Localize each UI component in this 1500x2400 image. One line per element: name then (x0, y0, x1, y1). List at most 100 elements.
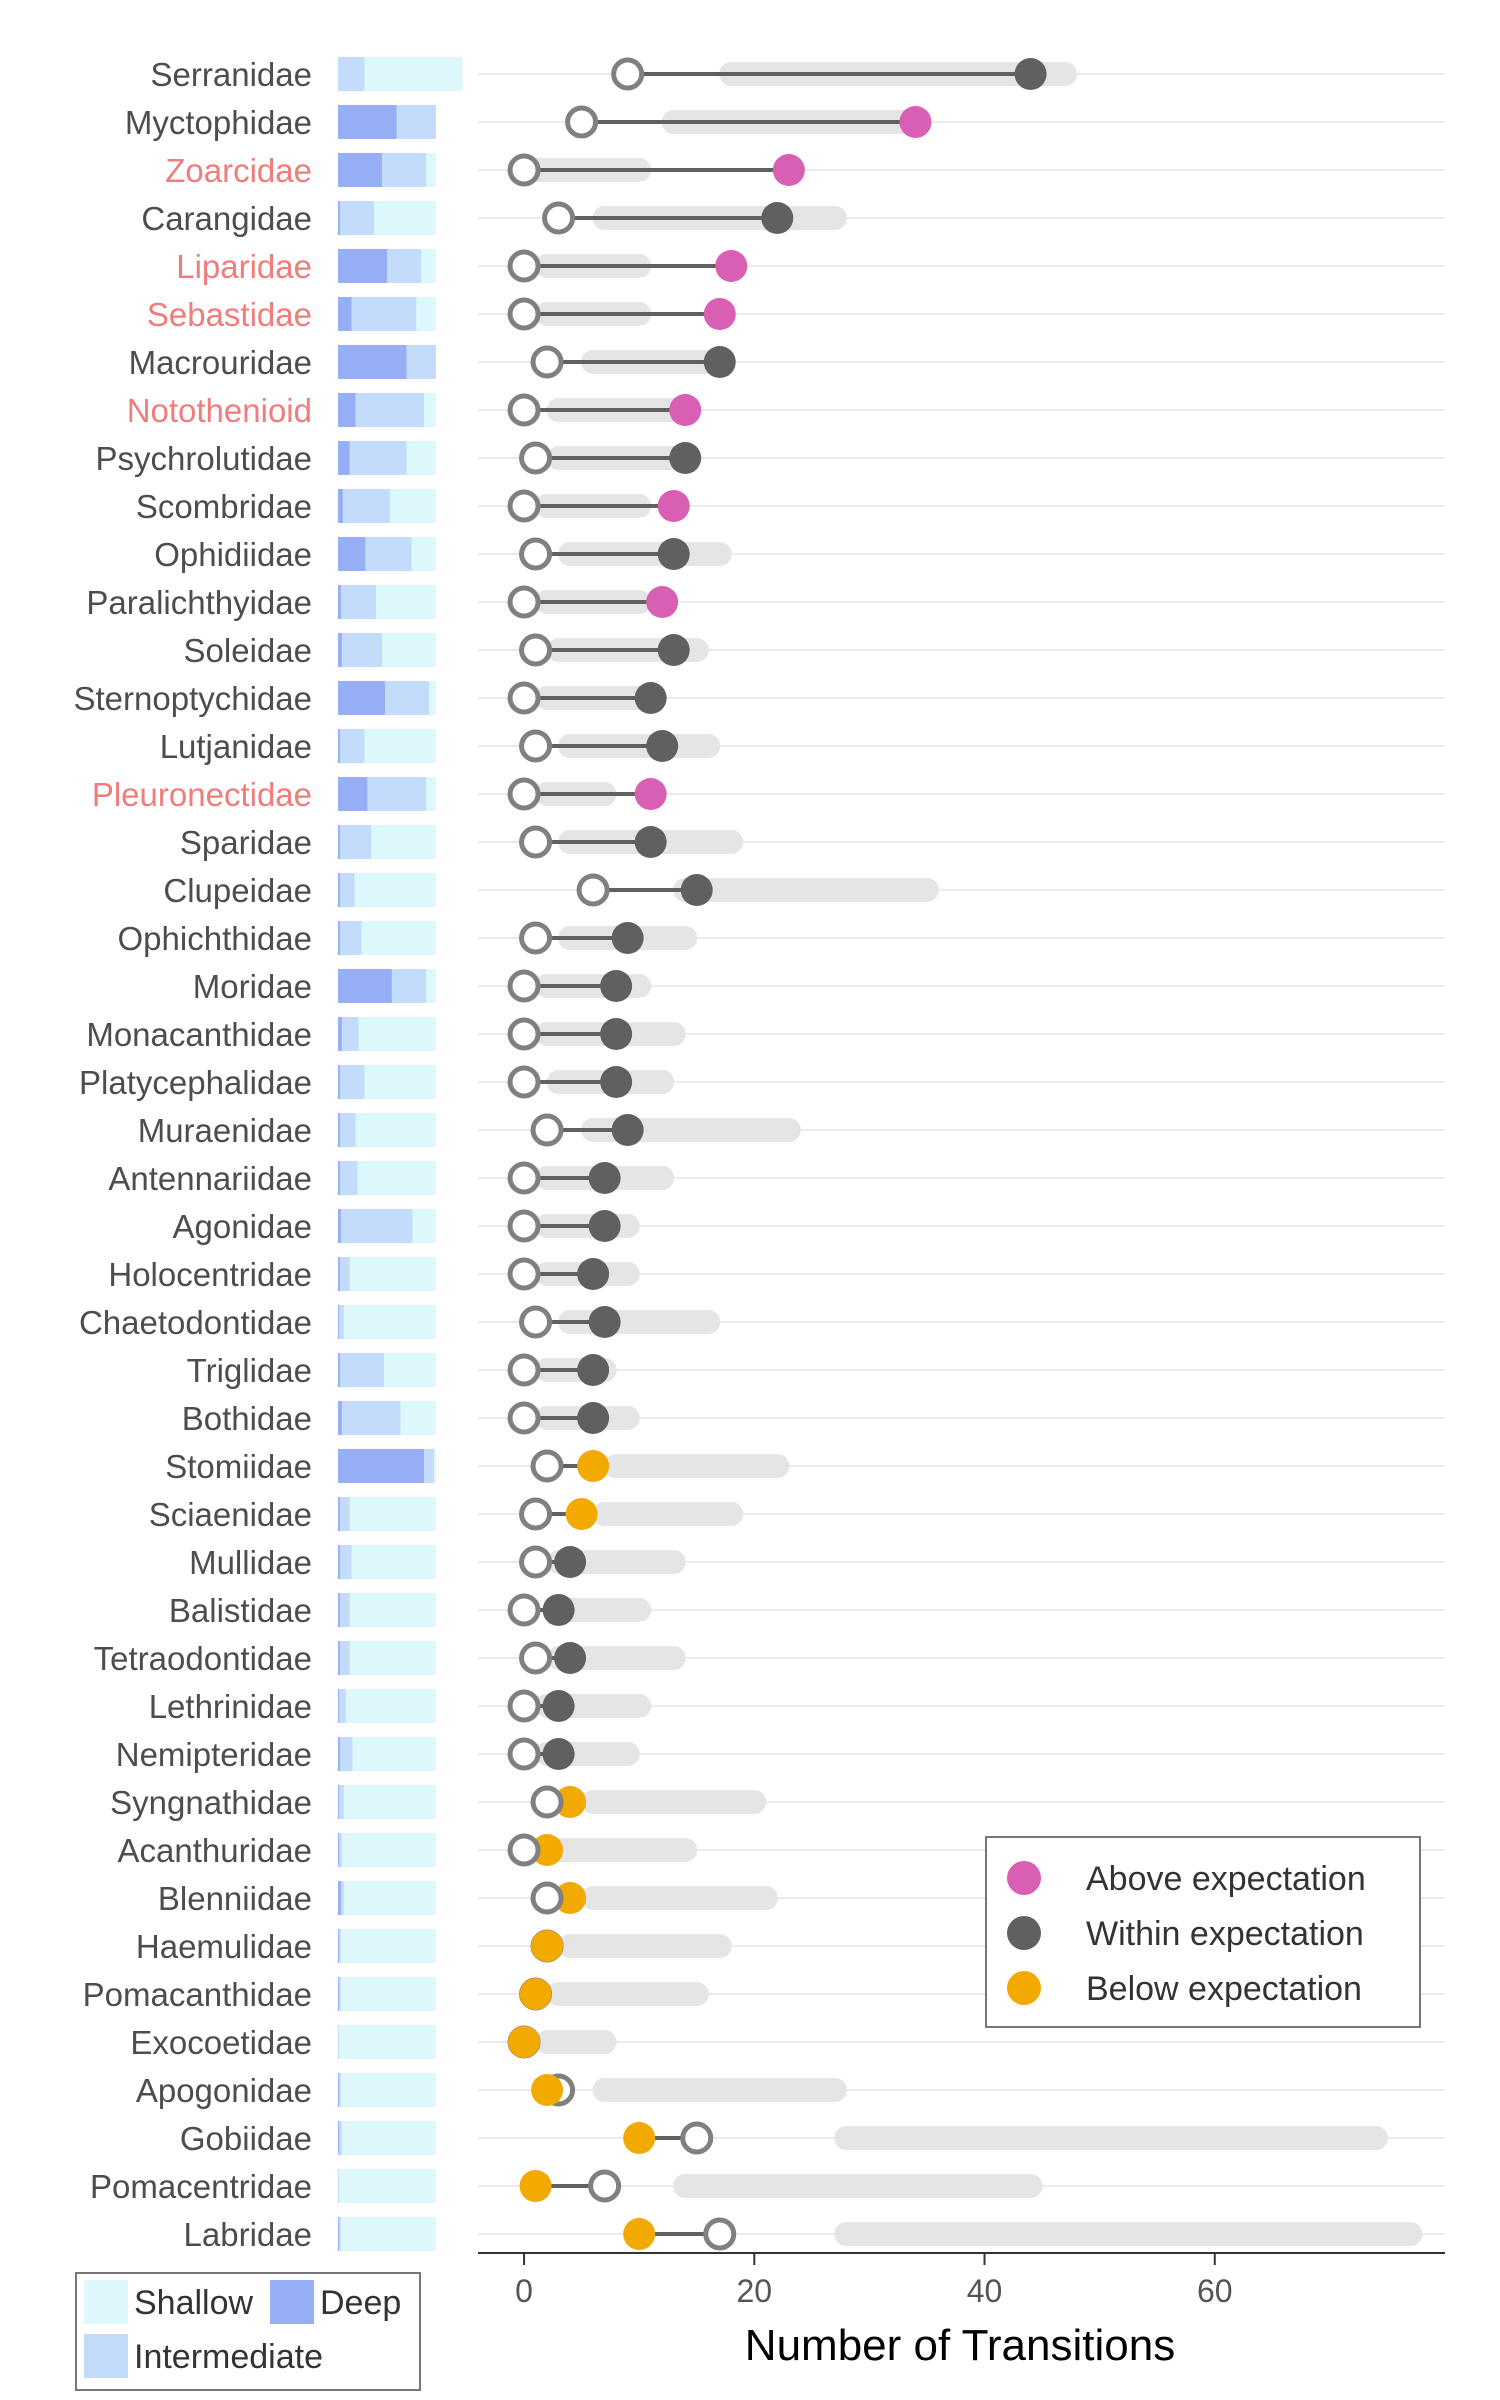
depth-intermediate-sebastidae (351, 297, 417, 331)
observed-point-ophidiidae (657, 538, 690, 570)
observed-point-syngnathidae (554, 1786, 587, 1818)
depth-intermediate-apogonidae (338, 2073, 341, 2107)
depth-deep-blenniidae (338, 1881, 341, 1915)
observed-point-apogonidae (531, 2074, 564, 2106)
depth-shallow-carangidae (374, 201, 436, 235)
expected-point-platycephalidae (507, 1065, 541, 1099)
depth-deep-mullidae (338, 1545, 340, 1579)
expected-point-holocentridae (507, 1257, 541, 1291)
label-liparidae: Liparidae (176, 248, 312, 285)
observed-point-scombridae (657, 490, 690, 522)
observed-point-bothidae (577, 1402, 610, 1434)
depth-intermediate-pomacanthidae (338, 1977, 341, 2011)
depth-intermediate-paralichthyidae (340, 585, 377, 619)
label-ophidiidae: Ophidiidae (154, 536, 312, 573)
depth-intermediate-ophichthidae (339, 921, 362, 955)
label-ophichthidae: Ophichthidae (118, 920, 312, 957)
expected-point-sternoptychidae (507, 681, 541, 715)
depth-intermediate-acanthuridae (338, 1833, 342, 1867)
depth-deep-macrouridae (338, 345, 407, 379)
depth-legend-box (75, 2272, 421, 2391)
expected-point-serranidae (611, 57, 645, 91)
observed-point-blenniidae (554, 1882, 587, 1914)
label-pomacanthidae: Pomacanthidae (83, 1976, 312, 2013)
label-holocentridae: Holocentridae (108, 1256, 312, 1293)
depth-intermediate-exocoetidae (338, 2025, 339, 2059)
legend-shallow-label: Shallow (134, 2284, 254, 2322)
depth-shallow-balistidae (349, 1593, 436, 1627)
x-tick-label-60: 60 (1197, 2273, 1233, 2309)
depth-deep-zoarcidae (338, 153, 383, 187)
expected-point-pleuronectidae (507, 777, 541, 811)
observed-point-haemulidae (531, 1930, 564, 1962)
observed-point-acanthuridae (531, 1834, 564, 1866)
observed-point-notothenioid (669, 394, 702, 426)
expected-point-mullidae (519, 1545, 553, 1579)
label-macrouridae: Macrouridae (129, 344, 312, 381)
depth-deep-sternoptychidae (338, 681, 386, 715)
expected-point-myctophidae (565, 105, 599, 139)
depth-intermediate-agonidae (340, 1209, 413, 1243)
depth-deep-liparidae (338, 249, 387, 283)
label-nemipteridae: Nemipteridae (116, 1736, 312, 1773)
legend-above-label: Above expectation (1086, 1860, 1366, 1898)
depth-shallow-exocoetidae (338, 2025, 436, 2059)
depth-intermediate-lutjanidae (339, 729, 365, 763)
observed-point-agonidae (588, 1210, 621, 1242)
depth-intermediate-sciaenidae (339, 1497, 350, 1531)
depth-deep-ophichthidae (338, 921, 340, 955)
depth-intermediate-notothenioid (355, 393, 425, 427)
label-carangidae: Carangidae (141, 200, 312, 237)
depth-shallow-scombridae (389, 489, 436, 523)
label-muraenidae: Muraenidae (138, 1112, 312, 1149)
depth-shallow-labridae (340, 2217, 436, 2251)
observed-point-sparidae (634, 826, 667, 858)
depth-shallow-notothenioid (424, 393, 436, 427)
observed-point-platycephalidae (600, 1066, 633, 1098)
depth-deep-notothenioid (338, 393, 356, 427)
label-acanthuridae: Acanthuridae (118, 1832, 312, 1869)
legend-deep-swatch (270, 2280, 314, 2324)
depth-deep-triglidae (338, 1353, 340, 1387)
label-sebastidae: Sebastidae (147, 296, 312, 333)
depth-intermediate-blenniidae (340, 1881, 344, 1915)
legend-below-label: Below expectation (1086, 1970, 1362, 2008)
depth-intermediate-myctophidae (396, 105, 436, 139)
label-syngnathidae: Syngnathidae (110, 1784, 312, 1821)
depth-deep-agonidae (338, 1209, 341, 1243)
depth-shallow-pleuronectidae (426, 777, 436, 811)
depth-deep-sciaenidae (338, 1497, 340, 1531)
dumbbell-points (507, 57, 1047, 2251)
legend-below-swatch (1007, 1971, 1041, 2005)
depth-deep-scombridae (338, 489, 343, 523)
expected-point-ophichthidae (519, 921, 553, 955)
expected-point-nemipteridae (507, 1737, 541, 1771)
observed-point-balistidae (542, 1594, 575, 1626)
legend-above-swatch (1007, 1861, 1041, 1895)
depth-deep-apogonidae (338, 2073, 339, 2107)
depth-shallow-holocentridae (349, 1257, 436, 1291)
depth-shallow-paralichthyidae (376, 585, 436, 619)
depth-intermediate-pleuronectidae (367, 777, 427, 811)
depth-intermediate-liparidae (387, 249, 422, 283)
label-pleuronectidae: Pleuronectidae (92, 776, 312, 813)
depth-intermediate-serranidae (338, 57, 365, 91)
depth-intermediate-bothidae (341, 1401, 401, 1435)
depth-intermediate-nemipteridae (339, 1737, 353, 1771)
observed-point-myctophidae (899, 106, 932, 138)
depth-deep-nemipteridae (338, 1737, 340, 1771)
label-zoarcidae: Zoarcidae (165, 152, 312, 189)
depth-shallow-chaetodontidae (343, 1305, 436, 1339)
depth-intermediate-muraenidae (339, 1113, 356, 1147)
depth-shallow-apogonidae (340, 2073, 436, 2107)
expected-point-agonidae (507, 1209, 541, 1243)
expected-point-carangidae (542, 201, 576, 235)
observed-point-holocentridae (577, 1258, 610, 1290)
observed-point-macrouridae (703, 346, 736, 378)
depth-intermediate-lethrinidae (338, 1689, 346, 1723)
observed-point-pomacentridae (519, 2170, 552, 2202)
depth-shallow-mullidae (351, 1545, 436, 1579)
expected-point-clupeidae (576, 873, 610, 907)
depth-deep-chaetodontidae (338, 1305, 339, 1339)
